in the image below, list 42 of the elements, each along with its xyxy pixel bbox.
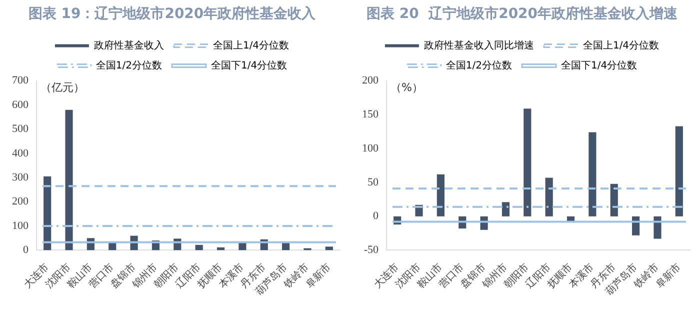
legend-label: 政府性基金收入同比增速 — [424, 39, 534, 52]
y-tick-label: 200 — [362, 74, 379, 87]
y-tick-label: 400 — [12, 147, 29, 160]
bar — [610, 184, 618, 216]
bar — [524, 108, 532, 216]
y-tick-label: 700 — [12, 74, 29, 87]
y-tick-label: 300 — [12, 172, 29, 184]
bar — [65, 110, 73, 250]
y-tick-label: 0 — [373, 210, 379, 222]
legend-label: 全国下1/4分位数 — [561, 59, 638, 72]
y-tick-label: 150 — [362, 108, 379, 121]
bar — [654, 216, 662, 239]
bar — [195, 244, 203, 250]
legend-label: 全国上1/4分位数 — [212, 39, 290, 52]
bar — [545, 178, 553, 216]
y-tick-label: 100 — [12, 220, 29, 232]
y-tick-label: 600 — [12, 98, 29, 111]
bar — [436, 174, 444, 216]
y-tick-label: 0 — [23, 244, 29, 256]
legend-label: 全国1/2分位数 — [96, 59, 162, 72]
chart-title: 图表 20 辽宁地级市2020年政府性基金收入增速 — [366, 5, 679, 22]
bar — [566, 216, 575, 222]
legend-label: 全国上1/4分位数 — [582, 39, 660, 52]
bar — [238, 242, 246, 250]
y-tick-label: 100 — [362, 142, 379, 154]
y-axis-title: （亿元） — [40, 81, 84, 94]
bar — [325, 246, 333, 250]
y-tick-label: 500 — [12, 123, 29, 136]
bar — [502, 202, 510, 216]
bar — [675, 126, 683, 216]
legend-label: 政府性基金收入 — [94, 39, 164, 52]
chart-title: 图表 19：辽宁地级市2020年政府性基金收入 — [28, 5, 317, 22]
legend-label: 全国下1/4分位数 — [211, 59, 288, 72]
y-tick-label: 50 — [368, 176, 379, 188]
bar — [282, 242, 290, 250]
y-axis-title: （%） — [390, 81, 423, 94]
bar — [588, 132, 596, 216]
bar — [44, 176, 52, 250]
y-tick-label: 200 — [12, 196, 29, 208]
bar — [108, 242, 116, 250]
legend-label: 全国1/2分位数 — [446, 59, 512, 72]
y-tick-label: -50 — [364, 244, 379, 256]
